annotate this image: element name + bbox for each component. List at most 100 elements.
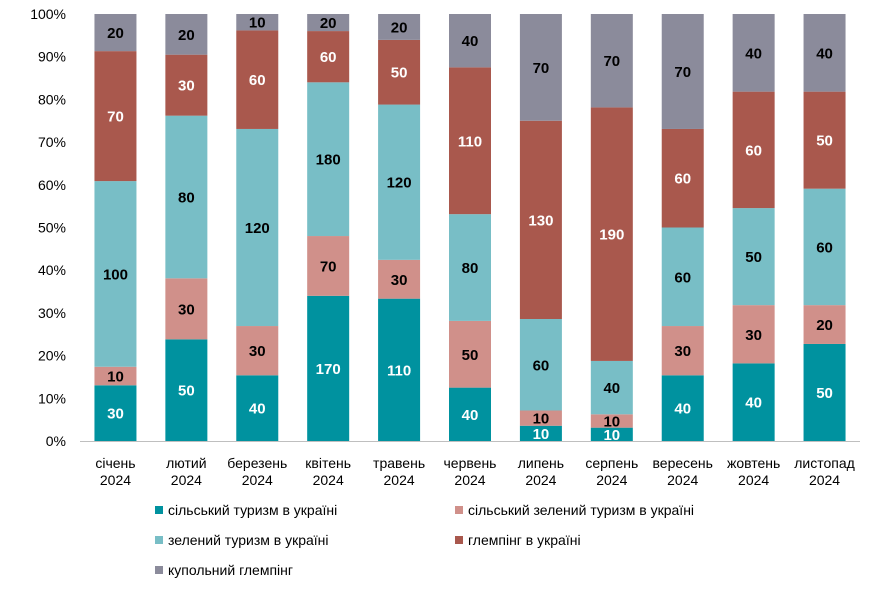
data-label: 40 bbox=[603, 380, 620, 397]
data-label: 50 bbox=[816, 385, 833, 402]
legend-label: сільський зелений туризм в україні bbox=[468, 502, 694, 518]
data-label: 70 bbox=[320, 258, 337, 275]
x-tick-label-year: 2024 bbox=[100, 472, 131, 488]
data-label: 30 bbox=[178, 78, 195, 95]
bar-segment bbox=[236, 375, 279, 441]
data-label: 10 bbox=[603, 413, 620, 430]
bar-segment bbox=[732, 14, 775, 92]
data-label: 70 bbox=[674, 64, 691, 81]
data-label: 20 bbox=[320, 15, 337, 32]
bar-segment bbox=[236, 30, 279, 129]
legend-label: глемпінг в україні bbox=[468, 532, 581, 548]
x-tick-label-month: листопад bbox=[794, 455, 855, 471]
data-label: 60 bbox=[320, 49, 337, 66]
bar-segment bbox=[590, 414, 633, 428]
data-label: 10 bbox=[603, 427, 620, 444]
legend-swatch bbox=[155, 566, 163, 574]
data-label: 60 bbox=[745, 142, 762, 159]
data-label: 20 bbox=[178, 27, 195, 44]
bar-segment bbox=[803, 343, 846, 441]
data-label: 110 bbox=[458, 133, 482, 150]
x-tick-label-year: 2024 bbox=[171, 472, 202, 488]
data-label: 10 bbox=[107, 369, 124, 386]
bar-segment bbox=[590, 107, 633, 361]
bar-segment bbox=[94, 385, 137, 441]
bar-segment bbox=[236, 128, 279, 327]
y-tick-label: 70% bbox=[38, 134, 66, 150]
data-label: 10 bbox=[533, 411, 550, 428]
bar-segment bbox=[732, 363, 775, 441]
x-tick-label-year: 2024 bbox=[313, 472, 344, 488]
data-label: 110 bbox=[387, 362, 411, 379]
bar-segment bbox=[803, 14, 846, 92]
x-tick-label-month: лютий bbox=[166, 455, 206, 471]
x-tick-label-year: 2024 bbox=[809, 472, 840, 488]
legend-label: сільський туризм в україні bbox=[168, 502, 337, 518]
legend-label: зелений туризм в україні bbox=[168, 532, 329, 548]
data-label: 40 bbox=[745, 395, 762, 412]
data-label: 130 bbox=[528, 212, 553, 229]
data-label: 60 bbox=[816, 239, 833, 256]
data-label: 60 bbox=[674, 269, 691, 286]
bar-segment bbox=[236, 14, 279, 31]
legend-swatch bbox=[155, 506, 163, 514]
bar-segment bbox=[307, 14, 350, 32]
bar-segment bbox=[803, 188, 846, 306]
legend-swatch bbox=[455, 536, 463, 544]
bar-segment bbox=[590, 360, 633, 415]
bar-segment bbox=[449, 320, 491, 388]
data-label: 100 bbox=[103, 266, 128, 283]
bar-segment bbox=[661, 128, 704, 228]
x-tick-label-month: травень bbox=[373, 455, 425, 471]
x-tick-label-year: 2024 bbox=[525, 472, 556, 488]
x-tick-label-year: 2024 bbox=[667, 472, 698, 488]
bar-segment bbox=[449, 14, 491, 68]
bar-segment bbox=[307, 236, 350, 296]
bar-segment bbox=[519, 14, 562, 121]
data-label: 120 bbox=[245, 220, 270, 237]
data-label: 20 bbox=[816, 317, 833, 334]
bar-segment bbox=[378, 14, 421, 40]
y-tick-label: 20% bbox=[38, 348, 66, 364]
x-tick-label-year: 2024 bbox=[738, 472, 769, 488]
bar-segment bbox=[165, 115, 208, 279]
data-label: 40 bbox=[249, 401, 266, 418]
y-tick-label: 0% bbox=[46, 433, 66, 449]
data-label: 40 bbox=[745, 45, 762, 62]
bar-segment bbox=[165, 339, 208, 441]
data-label: 190 bbox=[599, 227, 624, 244]
data-label: 30 bbox=[107, 406, 124, 423]
legend-swatch bbox=[155, 536, 163, 544]
bar-segment bbox=[519, 120, 562, 319]
data-label: 50 bbox=[391, 65, 408, 82]
bar-segment bbox=[165, 14, 208, 55]
data-label: 10 bbox=[249, 15, 266, 32]
data-label: 70 bbox=[533, 60, 550, 77]
bar-segment bbox=[449, 214, 491, 321]
bar-segment bbox=[165, 54, 208, 116]
data-label: 30 bbox=[178, 301, 195, 318]
legend-swatch bbox=[455, 506, 463, 514]
bar-segment bbox=[590, 14, 633, 108]
bar-segment bbox=[732, 305, 775, 364]
data-label: 50 bbox=[745, 249, 762, 266]
bar-segment bbox=[519, 425, 562, 441]
legend-label: купольний глемпінг bbox=[168, 562, 293, 578]
data-label: 40 bbox=[462, 407, 479, 424]
bar-segment bbox=[236, 326, 279, 376]
data-label: 60 bbox=[533, 357, 550, 374]
data-label: 70 bbox=[603, 53, 620, 70]
bar-segment bbox=[803, 91, 846, 189]
bar-segment bbox=[307, 31, 350, 83]
bar-segment bbox=[661, 375, 704, 441]
data-label: 30 bbox=[391, 272, 408, 289]
bar-segment bbox=[378, 104, 421, 260]
bar-segment bbox=[378, 298, 421, 441]
x-tick-label-month: вересень bbox=[653, 455, 713, 471]
bar-segment bbox=[449, 67, 491, 215]
bar-segment bbox=[519, 319, 562, 411]
x-tick-label-month: червень bbox=[444, 455, 497, 471]
x-tick-label-month: липень bbox=[518, 455, 564, 471]
data-label: 50 bbox=[462, 347, 479, 364]
bar-segment bbox=[449, 387, 491, 441]
